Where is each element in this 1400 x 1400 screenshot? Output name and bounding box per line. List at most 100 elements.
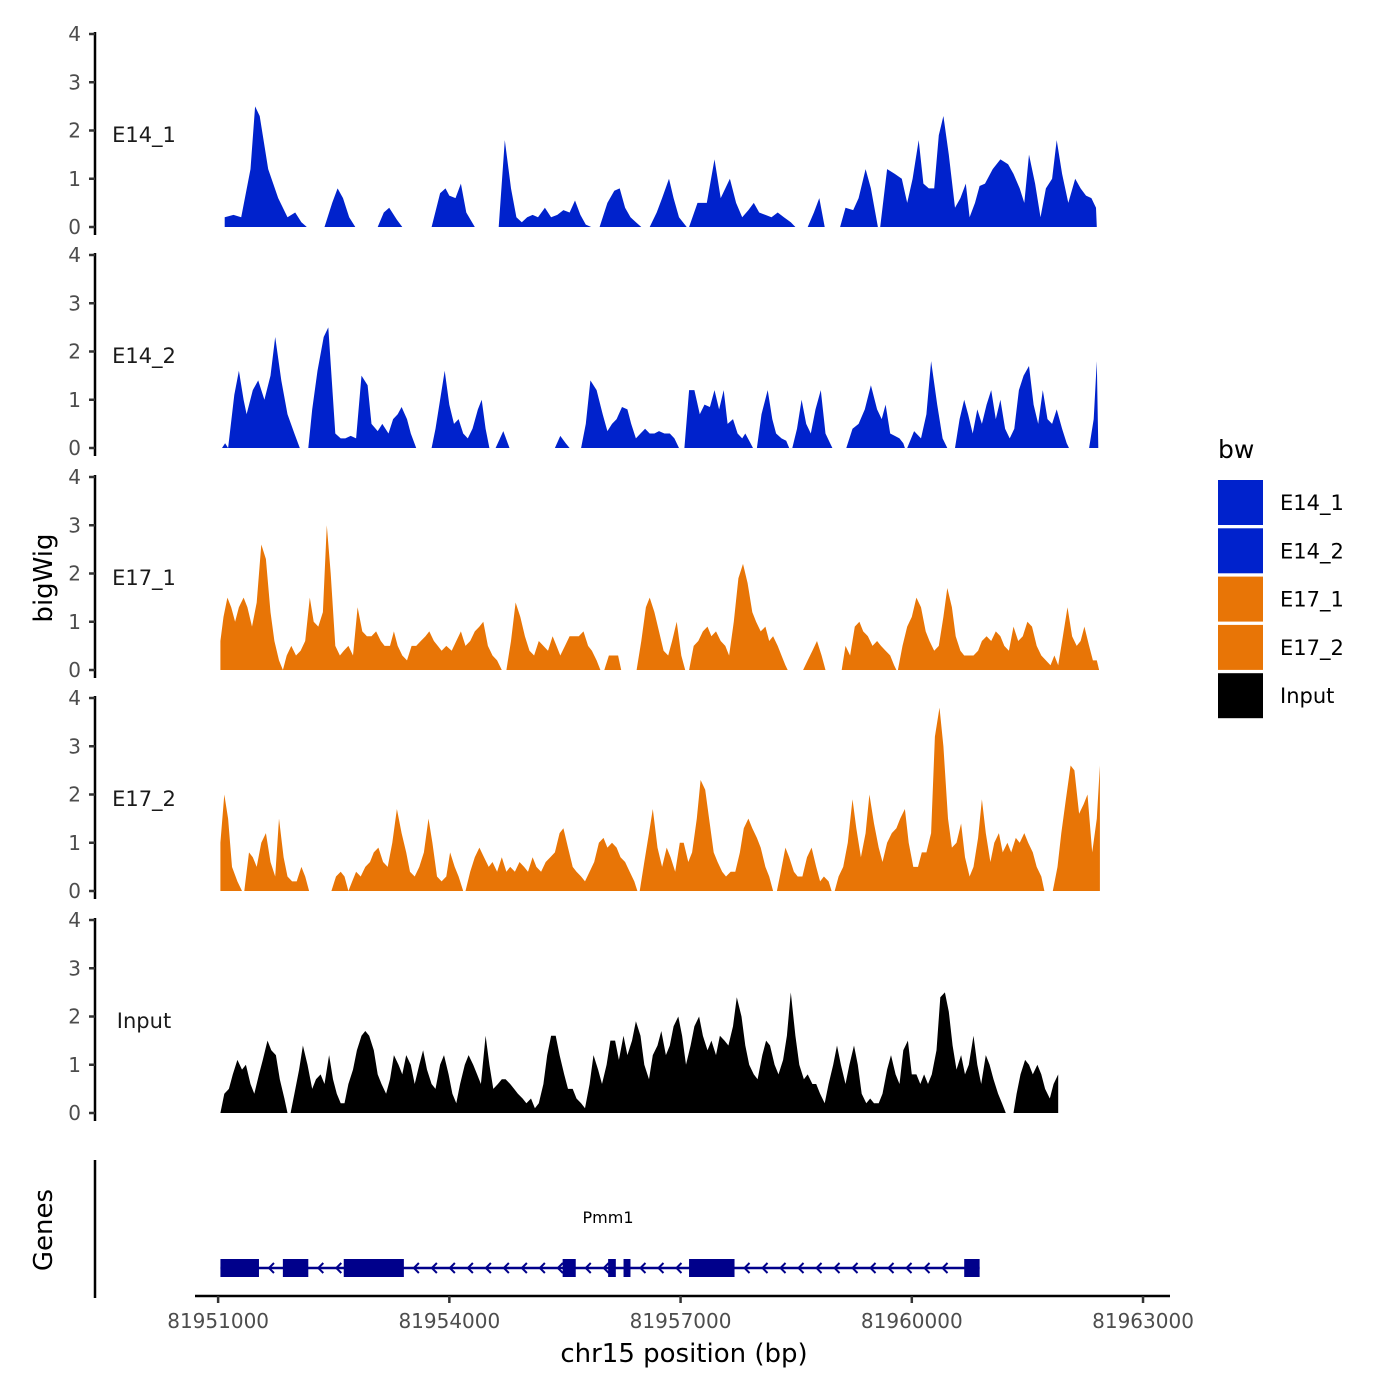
- gene-strand-chevron: [941, 1262, 949, 1274]
- y-tick-label: 3: [68, 956, 81, 980]
- gene-name-label: Pmm1: [583, 1208, 634, 1227]
- coverage-area: [1013, 1059, 1059, 1113]
- y-axis-title: bigWig: [29, 533, 59, 622]
- track-label: Input: [117, 1009, 171, 1033]
- x-tick-label: 81963000: [1092, 1309, 1194, 1333]
- coverage-area: [324, 188, 356, 227]
- coverage-area: [776, 847, 832, 891]
- gene-strand-chevron: [520, 1262, 528, 1274]
- gene-strand-chevron: [923, 1262, 931, 1274]
- y-tick-label: 3: [68, 734, 81, 758]
- x-axis-title: chr15 position (bp): [560, 1339, 807, 1369]
- coverage-area: [331, 809, 464, 891]
- gene-exon: [623, 1259, 631, 1277]
- coverage-area: [1052, 765, 1100, 891]
- gene-strand-chevron: [484, 1262, 492, 1274]
- x-tick-label: 81960000: [861, 1309, 963, 1333]
- coverage-area: [803, 641, 826, 670]
- coverage-area: [897, 588, 1100, 670]
- coverage-area: [1089, 361, 1099, 448]
- gene-strand-chevron: [797, 1262, 805, 1274]
- coverage-area: [599, 188, 642, 227]
- gene-strand-chevron: [905, 1262, 913, 1274]
- y-tick-label: 0: [68, 1101, 81, 1125]
- y-tick-label: 2: [68, 119, 81, 143]
- gene-strand-chevron: [466, 1262, 474, 1274]
- y-tick-label: 1: [68, 167, 81, 191]
- legend-label: Input: [1280, 684, 1334, 708]
- coverage-area: [495, 431, 510, 448]
- coverage-area: [308, 327, 417, 448]
- coverage-area: [220, 525, 502, 670]
- track-label: E14_1: [112, 123, 176, 148]
- coverage-area: [604, 655, 622, 670]
- gene-strand-chevron: [584, 1262, 592, 1274]
- coverage-area: [465, 828, 638, 891]
- coverage-area: [684, 390, 753, 448]
- y-tick-label: 1: [68, 388, 81, 412]
- coverage-area: [955, 366, 1069, 448]
- legend-key: [1218, 673, 1263, 719]
- coverage-area: [220, 1040, 288, 1113]
- y-tick-label: 3: [68, 291, 81, 315]
- legend-label: E17_2: [1280, 636, 1344, 661]
- coverage-area: [581, 380, 679, 448]
- legend-label: E17_1: [1280, 588, 1344, 613]
- gene-strand-chevron: [316, 1262, 325, 1274]
- coverage-area: [792, 390, 833, 448]
- gene-strand-chevron: [267, 1262, 275, 1274]
- legend: bw E14_1 E14_2 E17_1 E17_2 Input: [1218, 435, 1344, 719]
- coverage-area: [756, 390, 790, 448]
- gene-exon: [608, 1259, 616, 1277]
- coverage-area: [880, 116, 1097, 227]
- x-tick-label: 81957000: [630, 1309, 732, 1333]
- coverage-area: [431, 183, 475, 227]
- coverage-area: [807, 198, 825, 227]
- y-tick-label: 1: [68, 610, 81, 634]
- coverage-area: [377, 207, 403, 227]
- coverage-area: [840, 169, 878, 227]
- y-tick-label: 0: [68, 658, 81, 682]
- coverage-area: [290, 992, 1006, 1113]
- y-tick-label: 4: [68, 465, 81, 489]
- gene-strand-chevron: [869, 1262, 877, 1274]
- y-tick-label: 0: [68, 436, 81, 460]
- y-tick-label: 4: [68, 686, 81, 710]
- gene-strand-chevron: [761, 1262, 769, 1274]
- gene-strand-chevron: [602, 1262, 610, 1274]
- gene-strand-chevron: [502, 1262, 510, 1274]
- coverage-area: [224, 106, 307, 227]
- gene-strand-chevron: [556, 1262, 564, 1274]
- coverage-area: [498, 140, 592, 227]
- coverage-area: [244, 818, 310, 891]
- y-tick-label: 2: [68, 340, 81, 364]
- gene-strand-chevron: [538, 1262, 546, 1274]
- track-label: E17_1: [112, 566, 176, 591]
- gene-exon: [220, 1259, 259, 1277]
- track-E17_1: 0 1 2 3 4 E17_1: [68, 465, 1100, 682]
- gene-strand-chevron: [851, 1262, 859, 1274]
- genes-axis-title: Genes: [29, 1189, 59, 1271]
- gene-strand-chevron: [412, 1262, 420, 1274]
- gene-strand-chevron: [448, 1262, 456, 1274]
- y-tick-label: 0: [68, 879, 81, 903]
- gene-strand-chevron: [657, 1262, 665, 1274]
- y-tick-label: 1: [68, 831, 81, 855]
- y-tick-label: 3: [68, 70, 81, 94]
- coverage-area: [907, 361, 948, 448]
- legend-title: bw: [1218, 435, 1254, 464]
- x-tick-label: 81954000: [398, 1309, 500, 1333]
- track-Input: 0 1 2 3 4 Input: [68, 908, 1059, 1125]
- gene-strand-chevron: [779, 1262, 787, 1274]
- coverage-area: [639, 780, 774, 891]
- legend-label: E14_1: [1280, 491, 1344, 516]
- legend-label: E14_2: [1280, 539, 1344, 564]
- track-label: E14_2: [112, 344, 176, 369]
- y-tick-label: 4: [68, 22, 81, 46]
- gene-exon: [964, 1259, 980, 1277]
- gene-exon: [343, 1259, 404, 1277]
- track-E14_2: 0 1 2 3 4 E14_2: [68, 243, 1099, 460]
- coverage-area: [636, 597, 686, 670]
- gene-exon: [282, 1259, 309, 1277]
